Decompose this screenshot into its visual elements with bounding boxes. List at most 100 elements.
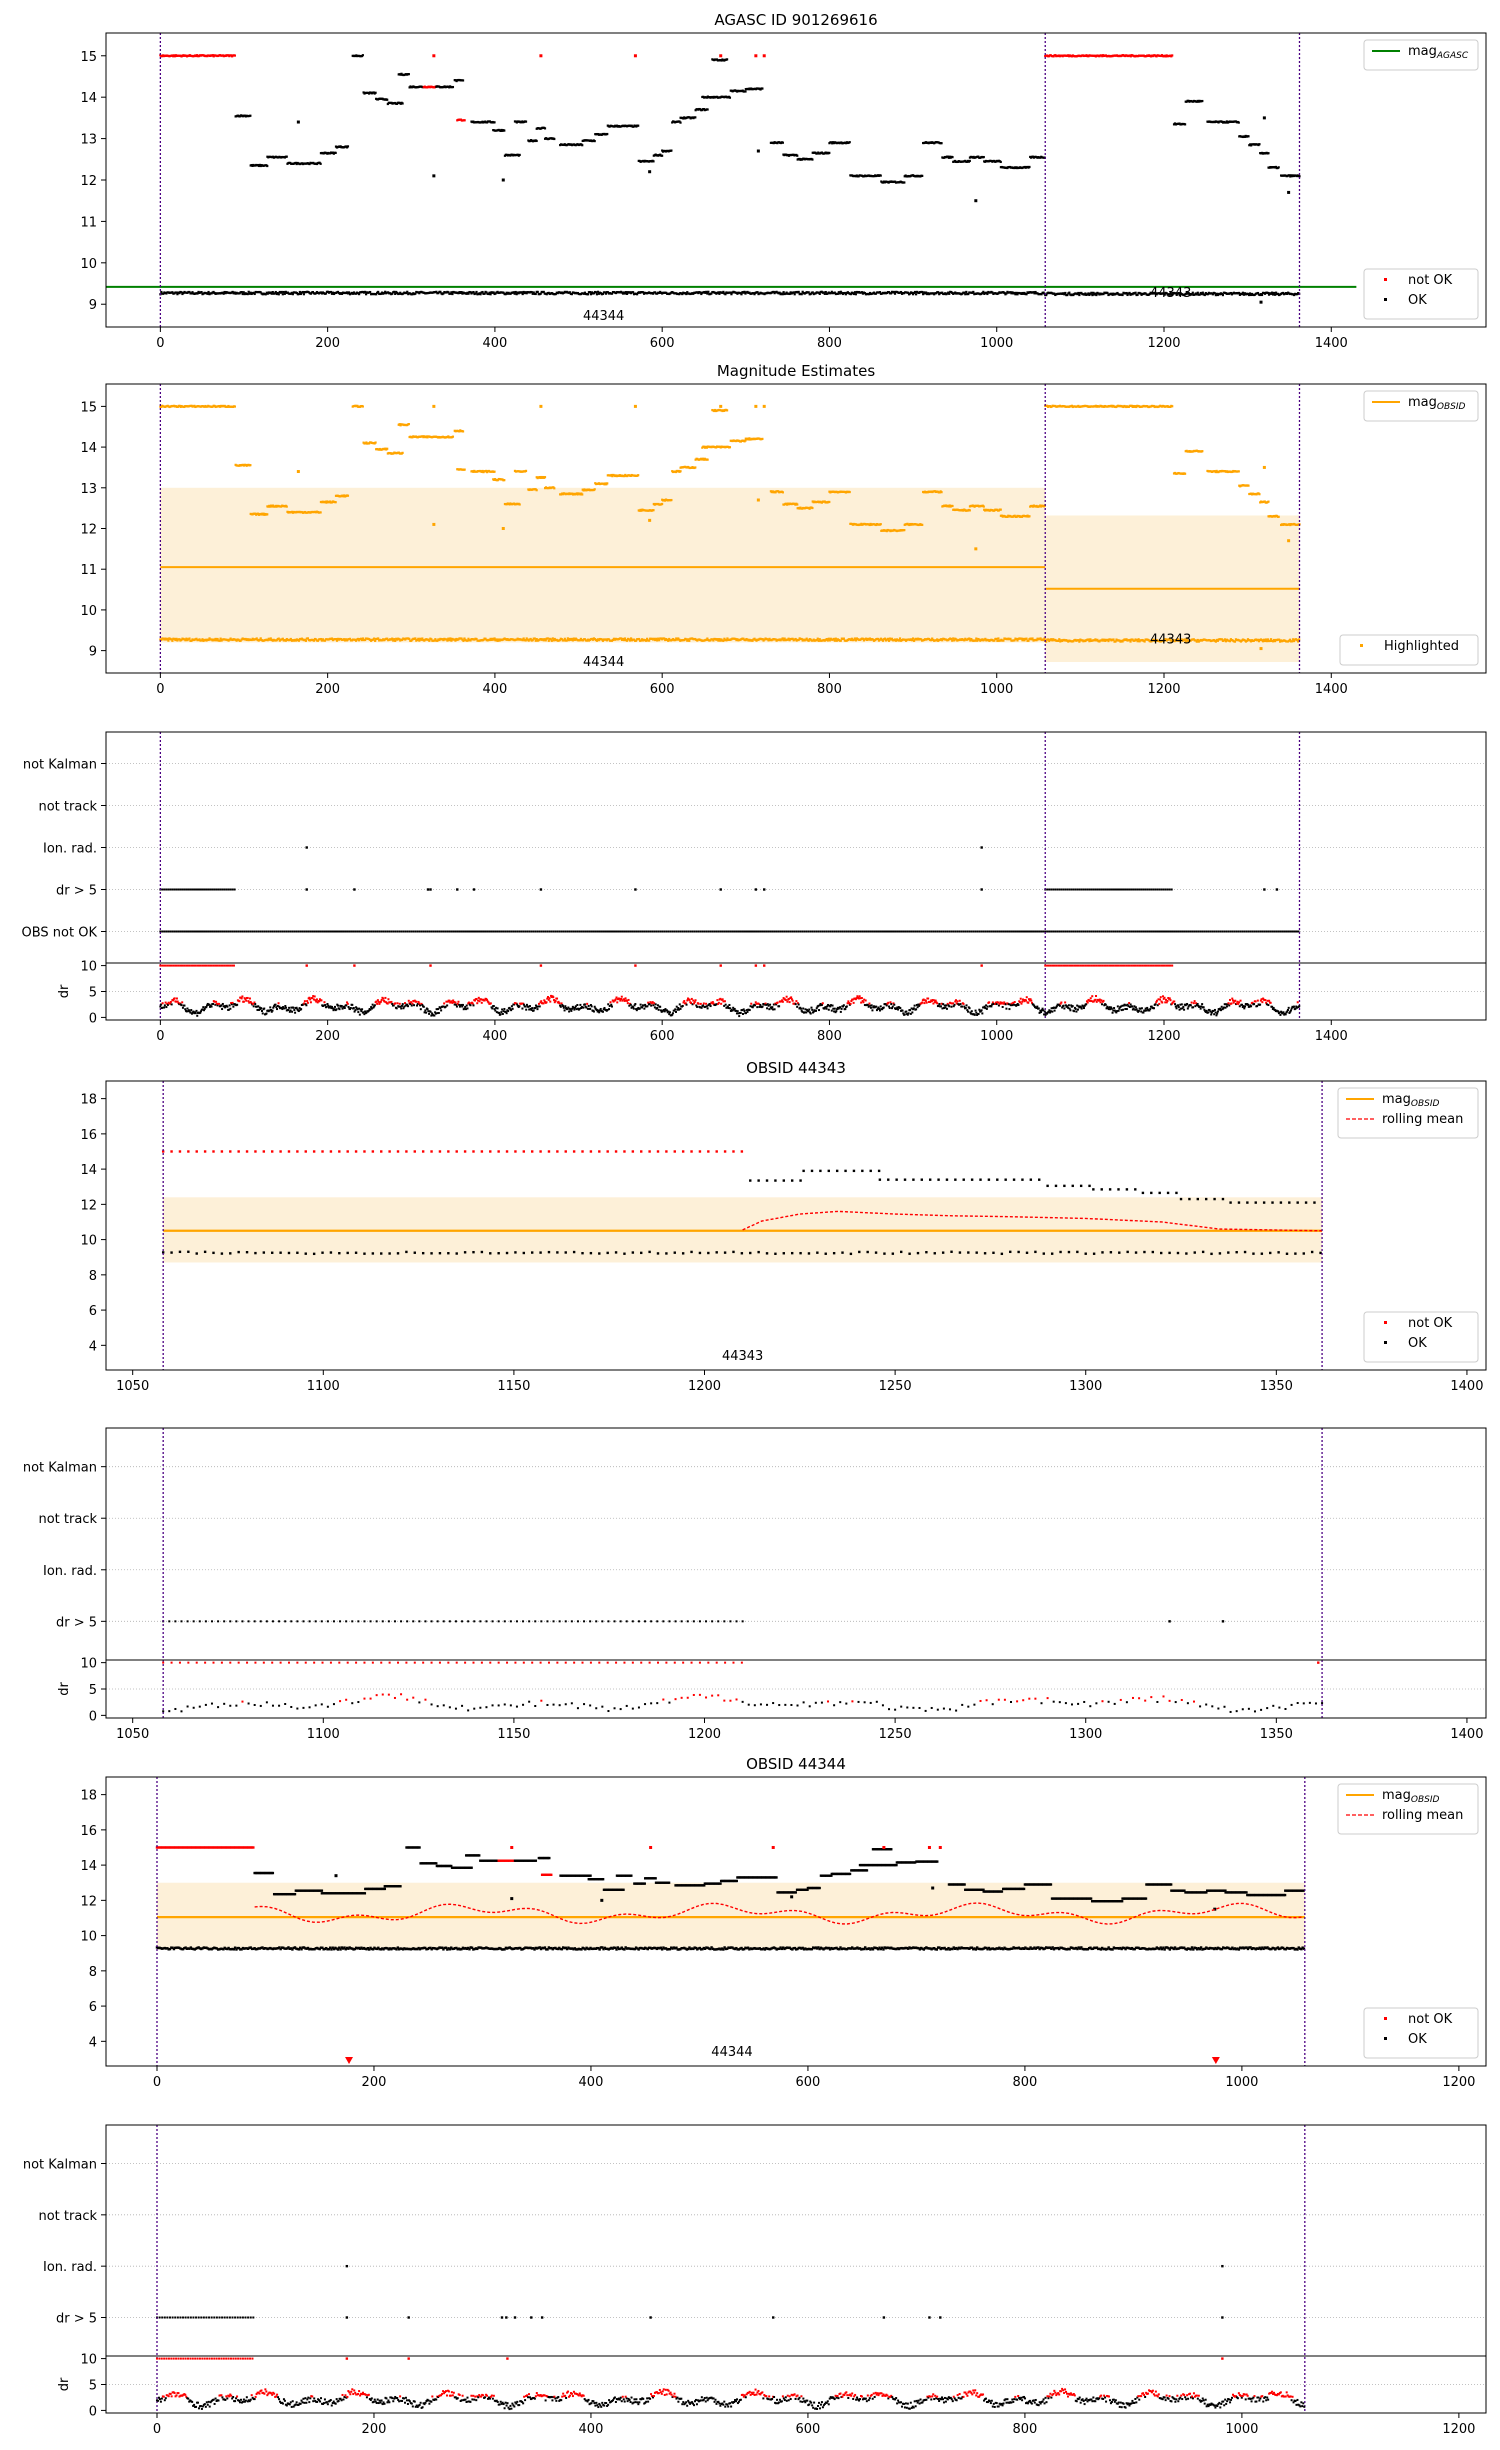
data-point xyxy=(893,292,897,295)
data-point xyxy=(386,447,389,450)
data-point xyxy=(191,291,194,294)
data-point xyxy=(304,639,307,642)
data-point xyxy=(761,437,764,440)
data-point xyxy=(503,479,506,482)
data-point xyxy=(761,638,764,641)
data-point xyxy=(290,291,293,294)
data-point xyxy=(219,637,222,640)
data-point xyxy=(728,96,732,99)
data-point xyxy=(940,491,943,494)
data-point xyxy=(1274,165,1278,169)
data-point xyxy=(319,637,323,641)
data-point xyxy=(781,637,784,640)
data-point xyxy=(835,639,838,642)
data-point xyxy=(566,637,569,640)
data-point xyxy=(754,404,758,408)
flag-point xyxy=(171,888,174,891)
data-point xyxy=(678,638,681,641)
data-point xyxy=(249,291,252,294)
data-point xyxy=(792,291,795,294)
data-point xyxy=(756,291,759,294)
data-point xyxy=(1260,293,1264,297)
data-point xyxy=(1185,638,1188,641)
data-point xyxy=(1191,291,1194,294)
data-point xyxy=(1084,292,1087,295)
data-point xyxy=(503,129,506,132)
data-point xyxy=(911,293,915,296)
data-point xyxy=(311,290,315,294)
data-point xyxy=(831,142,834,145)
data-point xyxy=(336,290,340,294)
data-point xyxy=(789,291,792,294)
data-point xyxy=(539,404,543,408)
data-point xyxy=(1134,291,1137,294)
data-point xyxy=(570,293,573,296)
data-point xyxy=(171,291,174,294)
data-point xyxy=(1033,292,1036,295)
flag-point xyxy=(199,888,202,891)
data-point xyxy=(621,637,625,640)
flag-point xyxy=(203,888,206,891)
data-point xyxy=(1259,300,1263,304)
data-point xyxy=(1184,640,1187,643)
data-point xyxy=(842,637,845,640)
flag-point xyxy=(181,888,184,891)
data-point xyxy=(218,639,221,642)
data-point xyxy=(539,292,542,295)
data-point xyxy=(1022,637,1025,641)
data-point xyxy=(879,174,882,177)
data-point xyxy=(1129,640,1132,643)
flag-point xyxy=(163,888,166,891)
data-point xyxy=(1201,291,1204,294)
data-point xyxy=(1201,450,1204,453)
data-point xyxy=(853,291,856,294)
data-point xyxy=(369,290,372,294)
data-point xyxy=(1068,291,1071,294)
data-point xyxy=(285,505,288,508)
data-point xyxy=(705,638,708,641)
data-point xyxy=(993,639,996,642)
estimates-ytick-label: 15 xyxy=(80,400,97,415)
data-point xyxy=(467,637,470,640)
data-point xyxy=(213,639,216,642)
data-point xyxy=(175,637,178,640)
data-point xyxy=(320,639,324,642)
data-point xyxy=(911,637,915,640)
data-point xyxy=(1043,637,1046,640)
data-point xyxy=(655,637,658,640)
data-point xyxy=(531,292,534,295)
data-point xyxy=(488,291,491,294)
data-point xyxy=(450,291,453,294)
data-point xyxy=(567,639,570,642)
data-point xyxy=(347,291,351,294)
data-point xyxy=(249,464,252,467)
data-point xyxy=(906,291,910,294)
data-point xyxy=(860,291,864,294)
data-point xyxy=(502,291,505,294)
data-point xyxy=(772,290,775,294)
data-point xyxy=(586,293,590,296)
flag-point xyxy=(231,888,234,891)
data-point xyxy=(323,639,327,642)
data-point xyxy=(1077,639,1080,642)
data-point xyxy=(864,637,868,640)
data-point xyxy=(211,54,214,57)
data-point xyxy=(294,639,297,642)
data-point xyxy=(281,637,284,640)
data-point xyxy=(912,639,916,642)
data-point xyxy=(321,638,325,641)
data-point xyxy=(1009,637,1012,640)
data-point xyxy=(595,293,599,296)
data-point xyxy=(995,637,998,641)
data-point xyxy=(868,637,872,640)
data-point xyxy=(829,292,832,295)
data-point xyxy=(1178,294,1181,297)
data-point xyxy=(166,637,169,640)
data-point xyxy=(496,639,499,642)
data-point xyxy=(1129,55,1132,58)
data-point xyxy=(1066,293,1069,297)
data-point xyxy=(1184,292,1187,296)
agasc-legend: magAGASC xyxy=(1363,39,1479,71)
data-point xyxy=(910,639,914,642)
data-point xyxy=(1258,493,1261,496)
